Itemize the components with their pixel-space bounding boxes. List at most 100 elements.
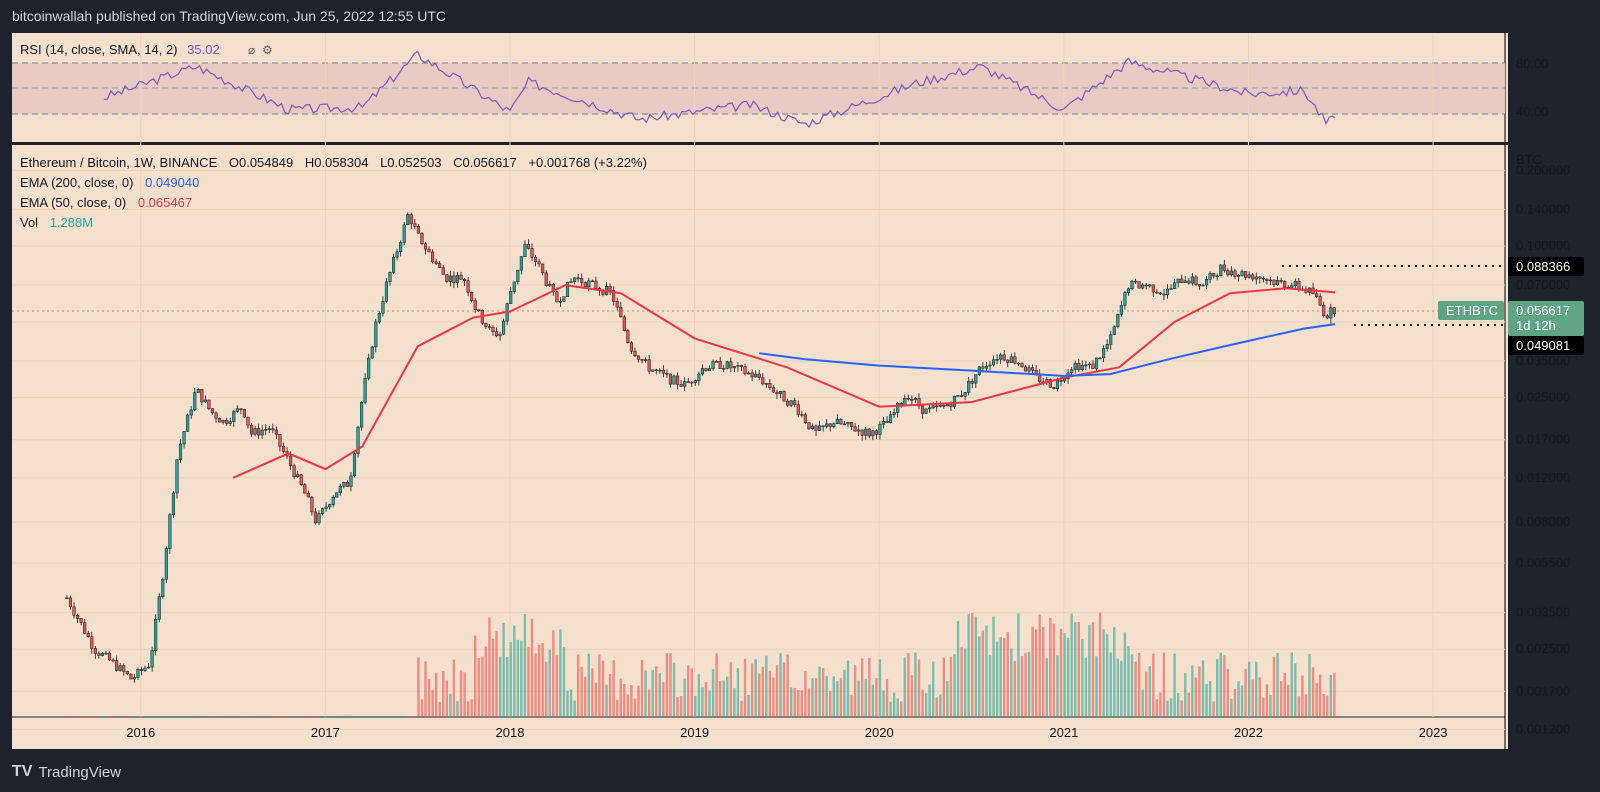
volume-bar	[971, 612, 974, 717]
volume-bar	[115, 716, 118, 717]
candle-body	[1272, 279, 1276, 285]
volume-bar	[72, 716, 76, 717]
candle-body	[1318, 296, 1322, 306]
price-tick-label: 0.070000	[1516, 277, 1570, 292]
volume-bar	[545, 661, 548, 717]
candle-body	[828, 423, 832, 427]
volume-bar	[758, 673, 761, 717]
volume-bar	[392, 716, 395, 717]
volume-bar	[314, 716, 317, 717]
candle-body	[920, 405, 925, 414]
candle-body	[1155, 291, 1159, 294]
svg-text:EMA (50, close, 0) 0.065: EMA (50, close, 0) 0.065467	[20, 195, 192, 210]
volume-bar	[378, 716, 381, 717]
volume-bar	[1077, 622, 1080, 717]
volume-bar	[246, 716, 250, 717]
candle-body	[484, 322, 488, 327]
candle-body	[896, 402, 900, 413]
candle-body	[885, 421, 889, 424]
candle-body	[406, 214, 410, 226]
candle-body	[1240, 271, 1244, 276]
vol-value: 1.288M	[50, 215, 93, 230]
price-pane	[12, 145, 1508, 717]
candle-body	[1137, 281, 1141, 289]
candle-body	[356, 426, 360, 454]
year-tick-label: 2016	[126, 725, 155, 740]
volume-bar	[474, 635, 477, 717]
candle-body	[1151, 284, 1155, 293]
volume-bar	[562, 647, 566, 717]
candle-body	[626, 330, 630, 343]
volume-bar	[569, 689, 573, 717]
volume-bar	[1198, 666, 1201, 717]
symbol-badge: ETHBTC	[1446, 303, 1498, 318]
volume-bar	[69, 716, 72, 717]
volume-bar	[1191, 665, 1194, 717]
candle-body	[249, 424, 254, 435]
candle-body	[1226, 270, 1230, 276]
volume-bar	[846, 660, 850, 717]
candle-body	[889, 414, 893, 424]
candle-body	[1013, 356, 1017, 364]
svg-text:RSI (14, close, SMA, 14, 2): RSI (14, close, SMA, 14, 2) 35.02	[20, 42, 220, 57]
volume-bar	[836, 681, 839, 717]
volume-bar	[388, 716, 392, 717]
candle-body	[246, 416, 250, 426]
volume-bar	[182, 716, 186, 717]
volume-bar	[630, 685, 633, 717]
volume-bar	[395, 716, 399, 717]
volume-bar	[488, 617, 491, 717]
volume-bar	[548, 649, 551, 717]
volume-bar	[1045, 658, 1049, 717]
volume-bar	[211, 716, 214, 717]
volume-bar	[985, 625, 988, 717]
volume-bar	[1272, 656, 1276, 717]
candle-body	[420, 233, 424, 245]
volume-bar	[988, 655, 992, 717]
candle-body	[445, 274, 449, 282]
volume-bar	[1038, 614, 1041, 717]
volume-bar	[946, 681, 949, 717]
candle-body	[1219, 264, 1223, 277]
volume-bar	[285, 716, 289, 717]
candle-body	[509, 291, 513, 304]
candle-body	[903, 397, 907, 406]
volume-bar	[197, 716, 200, 717]
volume-bar	[111, 716, 115, 717]
rsi-hide-icon[interactable]: ⌀	[248, 43, 255, 57]
volume-bar	[1173, 653, 1176, 717]
candle-body	[164, 548, 168, 580]
volume-bar	[1169, 698, 1173, 717]
rsi-axis: 80.00 40.00	[1516, 56, 1549, 119]
candle-body	[984, 365, 988, 369]
price-tick-label: 0.005500	[1516, 555, 1570, 570]
candle-body	[722, 368, 726, 370]
rsi-settings-icon[interactable]: ⚙	[262, 43, 273, 57]
volume-bar	[1123, 632, 1127, 717]
candle-body	[278, 434, 282, 447]
volume-bar	[1294, 663, 1297, 717]
candle-body	[1141, 284, 1145, 289]
candle-body	[317, 513, 321, 524]
volume-bar	[363, 716, 367, 717]
candle-body	[747, 372, 751, 375]
volume-bar	[292, 716, 296, 717]
volume-bar	[118, 716, 122, 717]
candle-body	[683, 381, 687, 387]
volume-bar	[1233, 688, 1237, 717]
candle-body	[778, 390, 783, 394]
tradingview-logo[interactable]: TV TradingView	[12, 763, 121, 781]
volume-bar	[516, 639, 520, 717]
price-tick-label: 0.140000	[1516, 201, 1570, 216]
candle-body	[750, 372, 754, 378]
volume-bar	[143, 716, 147, 717]
candle-body	[1247, 274, 1251, 278]
candle-body	[952, 395, 957, 407]
volume-bar	[122, 716, 125, 717]
volume-bar	[140, 716, 143, 717]
volume-bar	[1042, 627, 1045, 717]
candle-body	[271, 428, 275, 431]
candle-body	[125, 671, 129, 675]
volume-bar	[1223, 655, 1226, 717]
